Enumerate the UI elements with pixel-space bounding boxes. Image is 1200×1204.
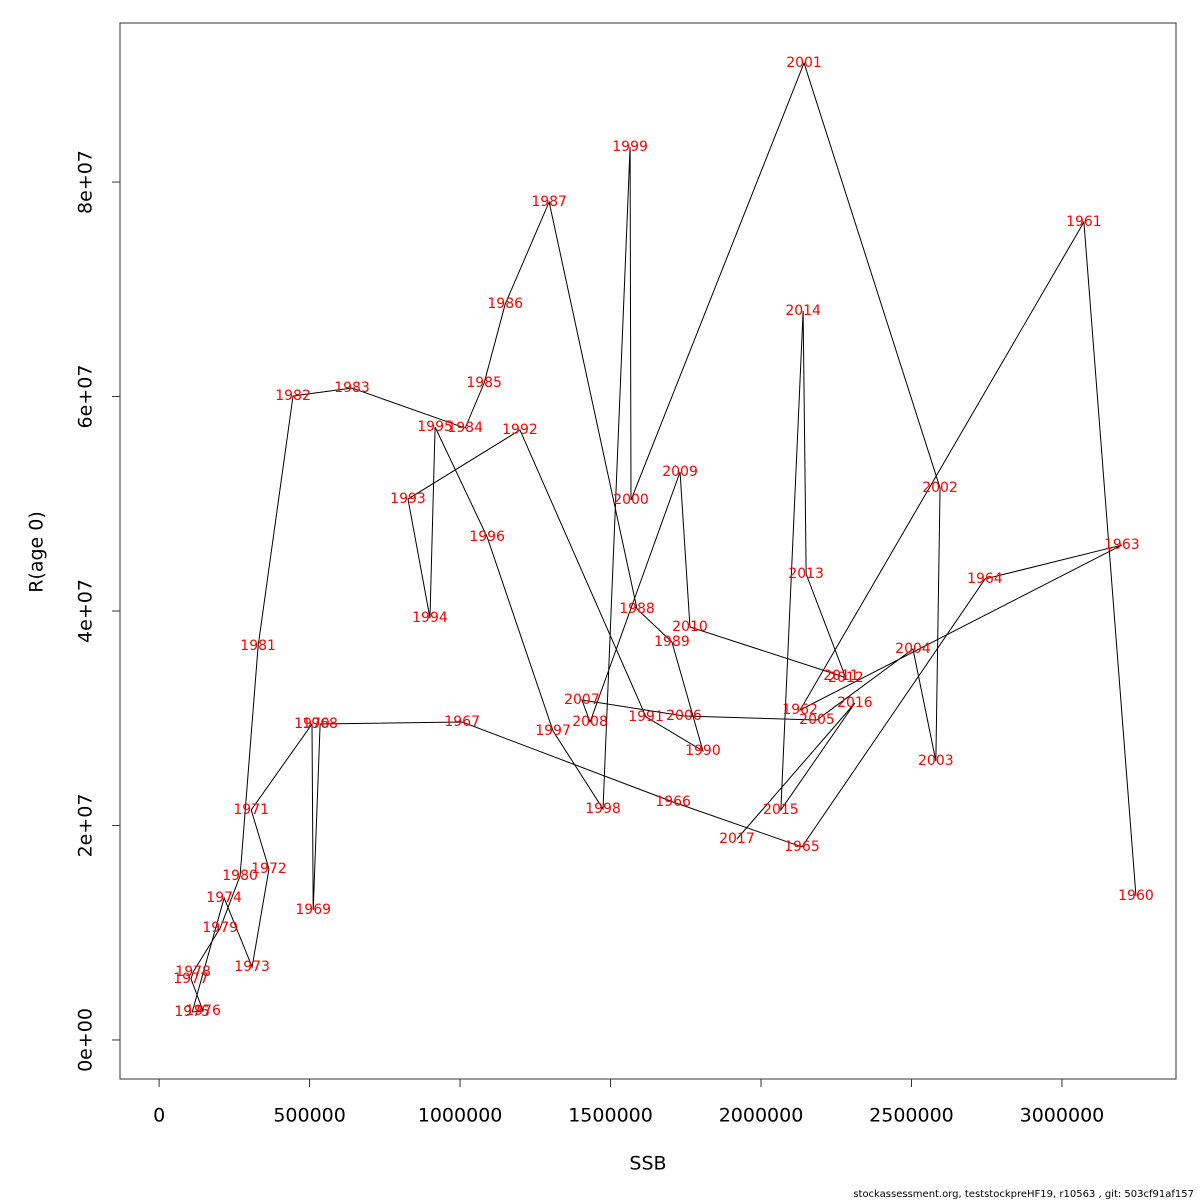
- point-label: 1963: [1104, 537, 1140, 553]
- point-label: 1975: [174, 1004, 210, 1020]
- point-label: 1981: [240, 638, 276, 654]
- point-label: 2001: [786, 55, 822, 71]
- plot-frame: [119, 22, 1177, 1080]
- point-label: 1971: [233, 802, 269, 818]
- point-label: 1976: [185, 1003, 221, 1019]
- x-axis-label: SSB: [629, 1153, 666, 1175]
- point-label: 1988: [619, 601, 655, 617]
- point-label: 2009: [662, 464, 698, 480]
- point-label: 1978: [175, 964, 211, 980]
- point-label: 1968: [302, 716, 338, 732]
- point-label: 2014: [785, 303, 821, 319]
- y-tick-label: 8e+07: [75, 150, 97, 214]
- y-tick-label: 2e+07: [75, 794, 97, 858]
- series-line: [190, 61, 1137, 1013]
- point-label: 1982: [275, 388, 311, 404]
- point-label: 2013: [788, 566, 824, 582]
- y-axis-label: R(age 0): [26, 511, 48, 593]
- point-label: 1989: [654, 634, 690, 650]
- point-label: 1997: [535, 723, 571, 739]
- point-label: 1995: [417, 419, 453, 435]
- point-label: 1980: [222, 868, 258, 884]
- point-label: 2016: [837, 695, 873, 711]
- y-tick-label: 6e+07: [75, 365, 97, 429]
- point-label: 1961: [1066, 214, 1102, 230]
- point-label: 1983: [334, 380, 370, 396]
- point-label: 1969: [295, 902, 331, 918]
- point-label: 1996: [469, 529, 505, 545]
- point-label: 1974: [206, 890, 242, 906]
- x-tick-label: 2500000: [869, 1105, 954, 1127]
- point-label: 1970: [294, 716, 330, 732]
- point-label: 1986: [487, 296, 523, 312]
- point-label: 2015: [763, 802, 799, 818]
- x-tick-label: 1000000: [418, 1105, 503, 1127]
- point-label: 1967: [444, 714, 480, 730]
- footnote: stockassessment.org, teststockpreHF19, r…: [853, 1189, 1194, 1200]
- point-label: 1979: [202, 920, 238, 936]
- x-tick-label: 3000000: [1020, 1105, 1105, 1127]
- point-label: 2017: [719, 831, 755, 847]
- point-label: 1972: [251, 861, 287, 877]
- point-label: 1993: [390, 491, 426, 507]
- point-label: 2006: [666, 708, 702, 724]
- point-label: 2004: [895, 641, 931, 657]
- point-label: 2003: [918, 753, 954, 769]
- point-label: 1973: [234, 959, 270, 975]
- x-tick-label: 2000000: [719, 1105, 804, 1127]
- point-label: 1964: [967, 571, 1003, 587]
- point-label: 1965: [784, 839, 820, 855]
- point-label: 1984: [447, 420, 483, 436]
- x-tick-label: 500000: [273, 1105, 346, 1127]
- point-label: 2010: [672, 619, 708, 635]
- point-label: 1994: [412, 610, 448, 626]
- point-label: 1962: [782, 702, 818, 718]
- y-tick-label: 4e+07: [75, 579, 97, 643]
- point-label: 1987: [531, 194, 567, 210]
- point-label: 2002: [922, 480, 958, 496]
- y-tick-label: 0e+00: [75, 1008, 97, 1072]
- point-label: 2011: [823, 668, 859, 684]
- point-label: 1999: [612, 139, 648, 155]
- point-label: 2000: [613, 492, 649, 508]
- point-label: 2008: [572, 714, 608, 730]
- point-label: 1992: [502, 422, 538, 438]
- point-label: 1985: [466, 375, 502, 391]
- point-label: 1990: [685, 743, 721, 759]
- point-label: 2005: [799, 712, 835, 728]
- x-tick-label: 0: [153, 1105, 165, 1127]
- point-label: 1977: [173, 971, 209, 987]
- point-label: 2007: [564, 692, 600, 708]
- point-label: 1966: [655, 794, 691, 810]
- point-label: 1991: [628, 709, 664, 725]
- point-label: 1960: [1118, 888, 1154, 904]
- point-label: 1998: [585, 801, 621, 817]
- x-tick-label: 1500000: [568, 1105, 653, 1127]
- point-label: 2012: [828, 670, 864, 686]
